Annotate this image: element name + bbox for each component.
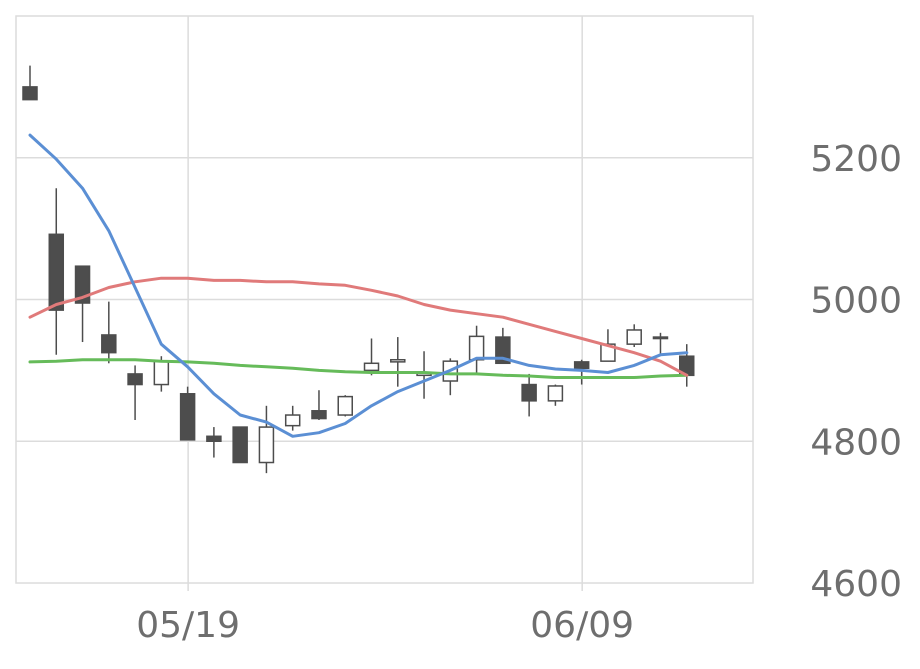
candle <box>101 301 117 364</box>
y-tick-label: 5200 <box>810 139 902 180</box>
candle <box>679 344 695 387</box>
candle <box>179 386 196 441</box>
candle-body-up <box>337 395 353 416</box>
candle-body-up <box>468 335 485 361</box>
candle-body-down <box>495 336 511 365</box>
candle <box>390 337 406 387</box>
candle <box>547 384 564 406</box>
y-tick-label: 5000 <box>810 281 902 322</box>
candle <box>442 358 459 396</box>
candle <box>573 359 590 385</box>
x-tick-label: 05/19 <box>136 605 240 646</box>
candle-body-up <box>390 358 406 363</box>
y-tick-label: 4800 <box>810 422 902 463</box>
candle <box>206 427 222 458</box>
candle <box>626 324 642 347</box>
candle-body-up <box>652 336 669 340</box>
candle-body-up <box>626 329 642 345</box>
candle-body-down <box>573 361 590 369</box>
grid-layer <box>15 15 754 591</box>
candle-layer <box>22 65 695 474</box>
axis-layer: 4600 4800 5000 5200 05/19 06/09 <box>136 139 902 646</box>
candle <box>337 395 353 417</box>
candle-body-up <box>258 426 275 464</box>
candle <box>468 325 485 374</box>
candle <box>416 351 432 399</box>
candle-body-up <box>153 360 170 386</box>
candle-body-down <box>22 86 38 101</box>
candle <box>258 405 275 474</box>
candle <box>127 365 143 420</box>
ma-long-line <box>28 358 689 379</box>
candle <box>652 332 669 355</box>
candle <box>284 405 301 431</box>
candle <box>22 65 38 101</box>
candle-body-down <box>232 426 248 464</box>
x-tick-label: 06/09 <box>530 605 634 646</box>
candle-body-down <box>127 373 143 386</box>
candle-body-down <box>206 435 222 443</box>
candle-body-up <box>363 362 380 372</box>
candle-body-down <box>311 410 327 420</box>
candle-body-down <box>48 233 65 311</box>
candle <box>363 338 380 376</box>
candle <box>521 373 537 417</box>
ma-mid-line <box>28 276 689 377</box>
y-tick-label: 4600 <box>810 564 902 605</box>
candle-body-down <box>101 334 117 354</box>
candle-body-down <box>179 393 196 441</box>
ma-short-line <box>28 133 689 438</box>
candle <box>232 426 248 464</box>
candle <box>74 265 91 343</box>
candle-body-up <box>284 414 301 427</box>
candle <box>311 390 327 420</box>
candle-body-up <box>547 385 564 402</box>
candle <box>48 188 65 355</box>
candle-body-down <box>74 265 91 304</box>
moving-average-layer <box>28 133 689 438</box>
candle-body-down <box>521 383 537 402</box>
